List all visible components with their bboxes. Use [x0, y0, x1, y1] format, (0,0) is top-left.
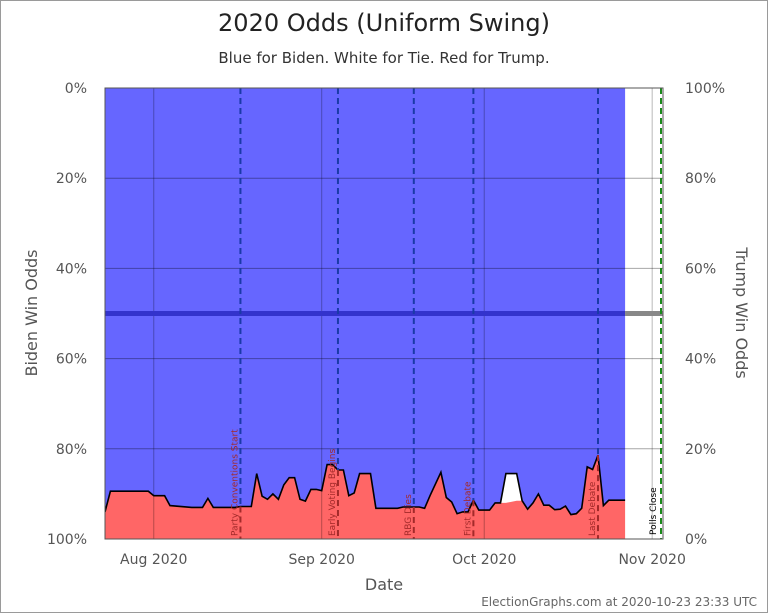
event-label: Polls Close	[649, 487, 659, 535]
x-tick-label: Sep 2020	[288, 552, 354, 568]
y-tick-label-right: 60%	[685, 261, 716, 277]
event-label-lower: RBG Dies	[404, 494, 414, 536]
chart-title: 2020 Odds (Uniform Swing)	[218, 9, 550, 37]
x-tick-label: Nov 2020	[618, 552, 685, 568]
event-label-lower: Early Voting Begins	[328, 449, 338, 536]
x-axis: Aug 2020 Sep 2020 Oct 2020 Nov 2020	[120, 552, 686, 568]
footer-credit: ElectionGraphs.com at 2020-10-23 23:33 U…	[481, 595, 757, 609]
y-tick-label-right: 100%	[685, 81, 725, 97]
odds-edge-line	[105, 454, 626, 516]
trump-area	[105, 455, 626, 539]
y-axis-left: 0% 20% 40% 60% 80% 100%	[47, 81, 87, 548]
y-axis-left-label: Biden Win Odds	[22, 249, 41, 376]
event-label-lower: Last Debate	[588, 481, 598, 536]
y-tick-label-left: 60%	[56, 352, 87, 368]
x-tick-label: Oct 2020	[452, 552, 516, 568]
y-axis-right: 100% 80% 60% 40% 20% 0%	[685, 81, 725, 548]
plot-area: Party Conventions StartParty Conventions…	[105, 88, 663, 539]
y-tick-label-left: 20%	[56, 171, 87, 187]
y-tick-label-left: 100%	[47, 532, 87, 548]
event-markers: Party Conventions StartParty Conventions…	[230, 88, 662, 539]
y-axis-right-label: Trump Win Odds	[732, 246, 751, 378]
y-tick-label-right: 20%	[685, 442, 716, 458]
y-tick-label-left: 0%	[65, 81, 87, 97]
event-label-lower: Party Conventions Start	[230, 429, 240, 536]
biden-area	[105, 88, 626, 515]
y-tick-label-left: 80%	[56, 442, 87, 458]
chart-subtitle: Blue for Biden. White for Tie. Red for T…	[218, 49, 549, 67]
event-label-lower: First Debate	[463, 481, 473, 536]
y-tick-label-right: 80%	[685, 171, 716, 187]
x-axis-label: Date	[365, 575, 403, 594]
x-tick-label: Aug 2020	[120, 552, 187, 568]
plot-border	[104, 87, 664, 540]
y-tick-label-right: 0%	[685, 532, 707, 548]
y-tick-label-right: 40%	[685, 352, 716, 368]
y-tick-label-left: 40%	[56, 261, 87, 277]
